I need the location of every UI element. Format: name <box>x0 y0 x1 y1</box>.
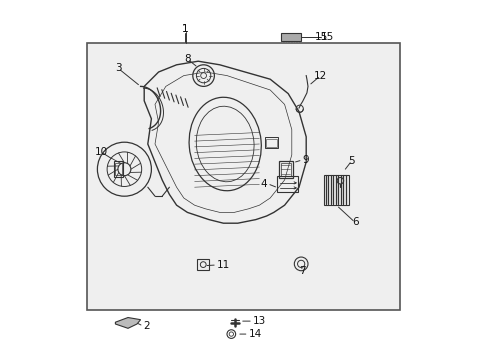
Text: 7: 7 <box>299 266 306 276</box>
Bar <box>266 139 277 147</box>
Text: 11: 11 <box>217 260 230 270</box>
Text: 9: 9 <box>303 155 309 165</box>
Bar <box>277 176 298 192</box>
Text: 5: 5 <box>348 156 355 166</box>
Text: 3: 3 <box>115 63 122 73</box>
Text: 1: 1 <box>182 24 189 34</box>
Text: 10: 10 <box>95 147 108 157</box>
Polygon shape <box>116 318 141 328</box>
Text: 15: 15 <box>315 32 328 42</box>
Text: 8: 8 <box>184 54 191 64</box>
Text: 15: 15 <box>320 32 334 42</box>
Text: 14: 14 <box>248 329 262 339</box>
Bar <box>114 161 123 177</box>
Text: 2: 2 <box>144 321 150 331</box>
Text: 12: 12 <box>314 71 327 81</box>
Bar <box>197 259 209 270</box>
Bar <box>281 33 301 41</box>
Text: 1: 1 <box>182 24 188 34</box>
Bar <box>87 43 400 310</box>
Bar <box>265 137 278 148</box>
Bar <box>281 163 291 176</box>
Text: 4: 4 <box>261 179 268 189</box>
Text: 6: 6 <box>352 217 359 228</box>
Bar <box>115 163 122 175</box>
Text: 13: 13 <box>253 316 266 326</box>
Bar <box>279 161 293 178</box>
Bar <box>324 175 349 205</box>
